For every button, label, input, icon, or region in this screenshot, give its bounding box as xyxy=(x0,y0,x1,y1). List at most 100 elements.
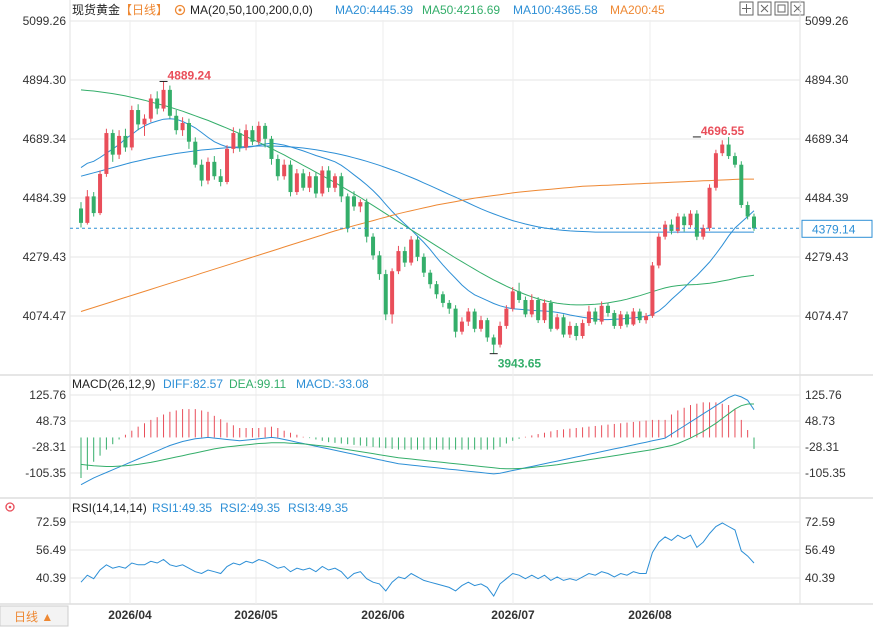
macd-dea-line xyxy=(80,403,754,470)
candle xyxy=(618,310,623,329)
candle xyxy=(682,213,687,232)
candle-body xyxy=(701,228,706,237)
macd-diff-line xyxy=(80,394,755,486)
candle-body xyxy=(332,176,337,188)
candle xyxy=(434,281,439,299)
expand-icon[interactable] xyxy=(757,1,772,16)
macd-tick-label-right: 48.73 xyxy=(805,414,835,428)
annotation-low-label: 3943.65 xyxy=(498,357,542,371)
candle xyxy=(256,121,261,145)
y-tick-label-left: 5099.26 xyxy=(23,14,67,28)
candle xyxy=(142,114,147,136)
candle xyxy=(504,305,509,329)
y-tick-label-left: 4484.39 xyxy=(23,191,67,205)
candle-body xyxy=(752,216,756,229)
candle-body xyxy=(694,213,699,237)
macd-diff-legend: DIFF:82.57 xyxy=(163,377,223,391)
price-panel: 4379.14 4889.24 3943.65 4696.55 xyxy=(70,68,873,371)
candle-body xyxy=(745,205,750,217)
candle-body xyxy=(352,196,357,207)
candle-body xyxy=(244,130,249,148)
candle-body xyxy=(682,216,687,226)
candle-body xyxy=(79,208,83,223)
window-icon[interactable] xyxy=(774,1,789,16)
candle xyxy=(396,245,401,275)
macd-tick-label-right: -28.31 xyxy=(805,440,839,454)
candle xyxy=(555,313,560,331)
candle xyxy=(726,137,731,159)
candle xyxy=(421,253,426,277)
candle-body xyxy=(174,115,179,131)
macd-tick-label-right: 125.76 xyxy=(805,388,842,402)
candle-body xyxy=(631,311,636,325)
x-tick-label: 2026/04 xyxy=(108,608,152,622)
candle xyxy=(339,172,344,203)
candle-body xyxy=(504,308,509,326)
candle-body xyxy=(491,337,496,345)
rsi1-legend: RSI1:49.35 xyxy=(152,501,212,515)
candle xyxy=(326,166,331,193)
candle-body xyxy=(85,196,90,223)
rsi-settings-icon[interactable] xyxy=(5,502,15,512)
candle xyxy=(536,297,541,324)
macd-tick-label-right: -105.35 xyxy=(805,466,846,480)
candle xyxy=(656,233,661,269)
candle-body xyxy=(732,156,737,165)
candle-body xyxy=(625,314,630,325)
candle xyxy=(409,236,414,266)
candle xyxy=(669,219,674,235)
annotation-high-label: 4696.55 xyxy=(701,124,745,138)
close-icon[interactable] xyxy=(790,1,805,16)
candle-body xyxy=(129,110,134,148)
candle xyxy=(218,169,223,187)
macd-legend: MACD(26,12,9) DIFF:82.57 DEA:99.11 MACD:… xyxy=(72,377,369,391)
chart-legend: 现货黄金 【日线】 MA(20,50,100,200,0,0) MA20:444… xyxy=(72,2,665,17)
candle xyxy=(180,117,185,136)
ma-params-label: MA(20,50,100,200,0,0) xyxy=(190,3,313,17)
candle xyxy=(523,296,528,318)
candle-body xyxy=(377,255,382,275)
candle xyxy=(91,192,96,217)
period-button[interactable]: 日线 ▲ xyxy=(0,605,69,627)
candle xyxy=(345,193,350,233)
grid xyxy=(70,20,800,604)
candle xyxy=(631,308,636,326)
y-tick-label-left: 4894.30 xyxy=(23,73,67,87)
candle xyxy=(561,314,566,338)
candle xyxy=(155,91,160,115)
candle-body xyxy=(428,272,433,285)
candle xyxy=(237,128,242,152)
candle-body xyxy=(402,251,407,263)
candle-body xyxy=(123,135,128,148)
candle xyxy=(269,135,274,165)
candle-body xyxy=(263,125,268,139)
candle xyxy=(390,268,395,324)
settings-gear-icon[interactable] xyxy=(174,4,186,16)
candle xyxy=(694,210,699,241)
candle xyxy=(574,323,579,341)
candle xyxy=(586,305,591,326)
candle-body xyxy=(383,274,388,315)
crosshair-icon[interactable] xyxy=(739,1,754,16)
candle-body xyxy=(421,256,426,273)
candle xyxy=(548,300,553,332)
ma200-legend: MA200:45 xyxy=(610,3,665,17)
candle-body xyxy=(98,173,103,214)
candle-body xyxy=(345,196,350,229)
candle xyxy=(415,236,420,262)
candle-body xyxy=(739,164,744,206)
candle xyxy=(491,334,496,354)
period-label[interactable]: 【日线】 xyxy=(120,3,168,17)
period-button-label[interactable]: 日线 ▲ xyxy=(14,610,53,624)
candle xyxy=(402,246,407,267)
candle-body xyxy=(409,239,414,263)
ma-line-ma100 xyxy=(80,145,754,233)
candle-body xyxy=(567,325,572,335)
candle xyxy=(612,310,617,329)
candle-body xyxy=(726,144,731,157)
candle xyxy=(529,294,534,318)
candle-body xyxy=(167,89,172,116)
rsi-tick-label-left: 72.59 xyxy=(36,515,66,529)
candle xyxy=(110,129,115,162)
candle-body xyxy=(453,308,458,332)
